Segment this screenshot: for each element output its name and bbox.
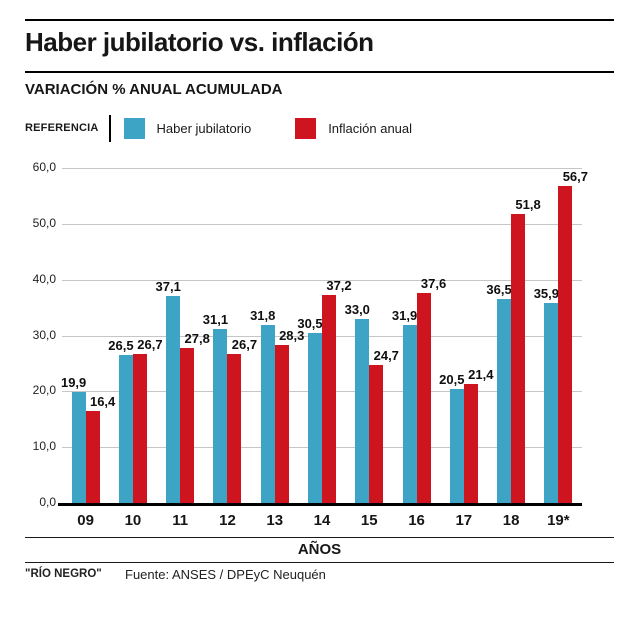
bar-haber-jubilatorio-17 [449, 388, 464, 503]
bar-haber-jubilatorio-14 [308, 332, 322, 503]
bar-haber-jubilatorio-15 [355, 318, 370, 503]
legend-title: REFERENCIA [25, 122, 99, 134]
value-label: 33,0 [344, 301, 370, 317]
value-label: 37,2 [326, 278, 352, 294]
page-title: Haber jubilatorio vs. inflación [25, 27, 374, 57]
x-tick-label: 17 [455, 512, 473, 529]
x-tick-label: 12 [219, 512, 236, 529]
y-tick-label: 40,0 [32, 271, 56, 286]
x-axis-title-bottom-rule [25, 562, 614, 563]
value-label: 26,5 [108, 338, 134, 354]
x-axis-title: AÑOS [297, 541, 342, 558]
value-label: 35,9 [533, 285, 560, 301]
bar-inflacion-anual-16 [416, 293, 431, 503]
top-rule [25, 19, 614, 21]
x-tick-label: 11 [172, 512, 189, 529]
x-axis-line [58, 503, 582, 506]
legend: REFERENCIA Haber jubilatorio Inflación a… [25, 114, 412, 142]
value-label: 21,4 [468, 366, 494, 382]
value-label: 27,8 [184, 330, 210, 346]
legend-divider [108, 114, 111, 142]
x-tick-label: 13 [266, 512, 284, 529]
y-tick-label: 0,0 [39, 495, 56, 509]
bar-inflacion-anual-09 [85, 411, 100, 503]
chart-subtitle: VARIACIÓN % ANUAL ACUMULADA [25, 81, 283, 98]
gridline [62, 223, 582, 225]
bar-haber-jubilatorio-18 [497, 299, 512, 503]
x-tick-label: 18 [502, 512, 520, 529]
value-label: 31,1 [202, 312, 229, 328]
value-label: 56,7 [562, 169, 589, 185]
value-label: 37,1 [155, 278, 181, 294]
x-tick-label: 10 [124, 512, 142, 529]
bar-haber-jubilatorio-16 [402, 324, 417, 503]
bar-inflacion-anual-10 [132, 353, 147, 503]
haber-jubilatorio-swatch [123, 117, 145, 139]
bar-inflacion-anual-13 [274, 345, 289, 503]
y-tick-label: 60,0 [32, 160, 56, 175]
bar-inflacion-anual-15 [369, 365, 384, 503]
bar-inflacion-anual-14 [322, 295, 336, 503]
inflacion-anual-legend-label: Inflación anual [328, 120, 413, 136]
x-tick-label: 19* [547, 512, 570, 529]
data-source: Fuente: ANSES / DPEyC Neuquén [125, 567, 326, 582]
inflacion-anual-swatch [295, 117, 317, 139]
value-label: 31,9 [391, 307, 418, 323]
value-label: 31,8 [250, 308, 276, 324]
bar-haber-jubilatorio-11 [166, 295, 181, 503]
bar-inflacion-anual-12 [227, 353, 242, 503]
bar-haber-jubilatorio-12 [213, 329, 228, 503]
bar-haber-jubilatorio-10 [118, 355, 133, 503]
value-label: 24,7 [373, 348, 399, 364]
y-tick-label: 10,0 [32, 439, 56, 454]
bar-haber-jubilatorio-13 [260, 325, 275, 503]
gridline [62, 168, 582, 170]
bar-chart: 60,0 50,0 40,0 30,0 20,0 10,0 0,0 19,9 16,4 09 26,… [25, 155, 614, 535]
value-label: 37,6 [420, 276, 447, 292]
y-tick-label: 50,0 [32, 215, 56, 230]
x-tick-label: 16 [408, 512, 425, 529]
bar-haber-jubilatorio-19* [544, 302, 559, 503]
value-label: 16,4 [89, 394, 116, 410]
gridline [62, 279, 582, 281]
x-tick-label: 14 [313, 512, 331, 529]
x-tick-label: 15 [360, 512, 378, 529]
value-label: 36,5 [486, 282, 512, 298]
value-label: 51,8 [515, 196, 541, 212]
publication-credit: "RÍO NEGRO" [25, 568, 102, 580]
value-label: 26,7 [231, 336, 258, 352]
value-label: 28,3 [279, 328, 305, 343]
bar-inflacion-anual-19* [558, 186, 573, 503]
value-label: 30,5 [297, 315, 323, 331]
haber-jubilatorio-legend-label: Haber jubilatorio [156, 120, 252, 136]
value-label: 20,5 [439, 371, 465, 387]
bar-inflacion-anual-17 [463, 383, 478, 503]
value-label: 19,9 [60, 374, 87, 390]
y-tick-label: 20,0 [32, 383, 56, 398]
y-tick-label: 30,0 [32, 327, 56, 342]
bar-inflacion-anual-18 [511, 213, 526, 503]
value-label: 26,7 [137, 336, 163, 352]
title-divider-rule [25, 71, 614, 73]
x-tick-label: 09 [77, 512, 94, 529]
bar-inflacion-anual-11 [180, 347, 195, 503]
bar-haber-jubilatorio-09 [71, 391, 86, 503]
x-axis-title-top-rule [25, 537, 614, 538]
